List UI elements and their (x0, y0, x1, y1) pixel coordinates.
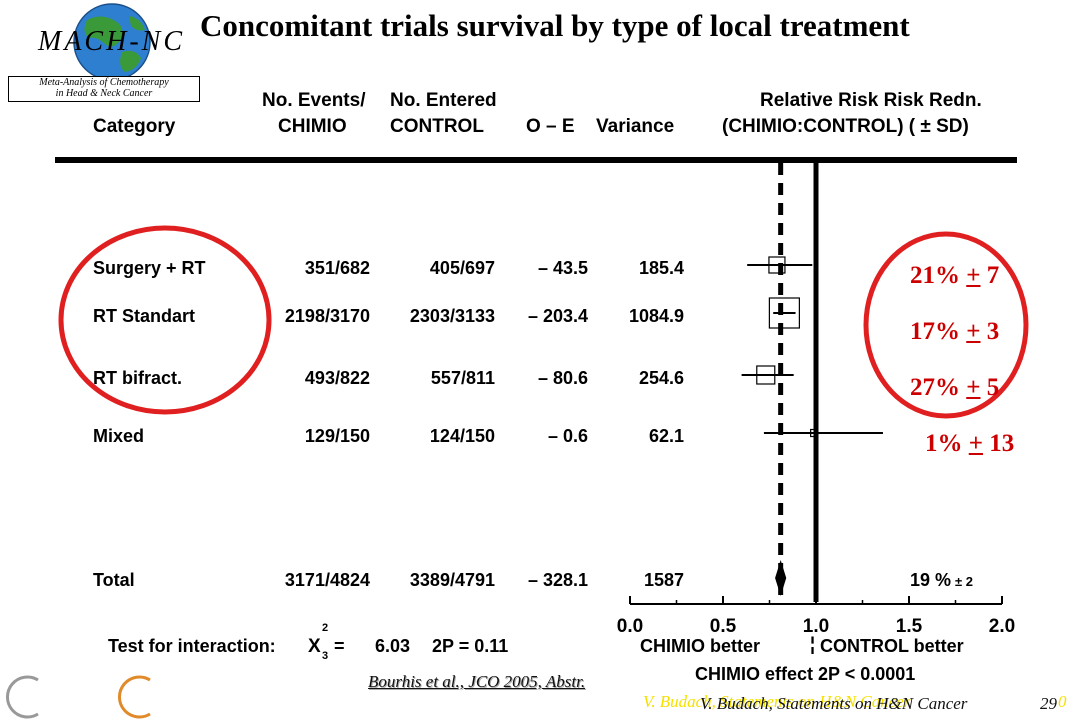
cell-category: RT Standart (93, 306, 196, 326)
highlight-circle-right (863, 231, 1029, 419)
cell-entered: 2303/3133 (409, 306, 495, 326)
interaction-label: Test for interaction: (108, 636, 276, 656)
cell-oe: – 328.1 (527, 570, 588, 590)
total-reduction-sd: ± 2 (955, 574, 974, 589)
cell-variance: 185.4 (638, 258, 684, 278)
header-rr-bottom: (CHIMIO:CONTROL) ( ± SD) (722, 116, 969, 138)
risk-reduction-value: 17% (910, 318, 960, 345)
x-axis-tick-label: 1.0 (803, 616, 829, 637)
header-events-bottom: CHIMIO (278, 116, 347, 137)
axis-effect-label: CHIMIO effect 2P < 0.0001 (695, 664, 916, 684)
cell-oe: – 80.6 (537, 368, 588, 388)
cell-variance: 1587 (643, 570, 684, 590)
header-oe: O – E (526, 116, 575, 137)
x-axis-tick-label: 2.0 (989, 616, 1015, 637)
risk-reduction-sd: 5 (986, 374, 1000, 401)
header-rr-bottom-text: (CHIMIO:CONTROL) ( (722, 116, 916, 137)
header-entered-bottom: CONTROL (390, 116, 484, 137)
decorative-c-gray-icon (6, 675, 39, 719)
risk-reduction-sd: 3 (986, 318, 1000, 345)
header-rr-top: Relative Risk Risk Redn. (760, 90, 982, 111)
cell-category: RT bifract. (93, 368, 183, 388)
hr-box (810, 428, 819, 438)
interaction-value: 6.03 (375, 636, 411, 656)
risk-reduction-value: 1% (925, 430, 963, 457)
x-axis-tick-label: 0.0 (617, 616, 643, 637)
highlight-circle-left (58, 225, 272, 415)
hr-box (768, 256, 786, 274)
header-category: Category (93, 116, 176, 137)
decorative-c-orange-icon (118, 675, 151, 719)
interaction-sup: 2 (322, 622, 329, 634)
total-reduction: 19 % ± 2 (910, 570, 973, 591)
risk-reduction-label: 27% + 5 (910, 374, 999, 402)
cell-entered: 3389/4791 (409, 570, 495, 590)
total-reduction-value: 19 % (910, 570, 952, 590)
logo-caption-box: Meta-Analysis of Chemotherapy in Head & … (8, 76, 200, 102)
cell-oe: – 203.4 (527, 306, 588, 326)
cell-oe: – 0.6 (547, 426, 588, 446)
cell-oe: – 43.5 (537, 258, 588, 278)
cell-category: Mixed (93, 426, 145, 446)
logo-name: MACH-NC (38, 26, 185, 57)
cell-variance: 254.6 (638, 368, 684, 388)
cell-events: 3171/4824 (284, 570, 370, 590)
risk-reduction-label: 21% + 7 (910, 262, 999, 290)
risk-reduction-pm: + (968, 430, 983, 457)
risk-reduction-label: 1% + 13 (925, 430, 1014, 458)
header-divider (55, 157, 1017, 163)
footer-shadow-page: 0 (1058, 692, 1067, 711)
x-axis-tick-label: 0.5 (710, 616, 737, 637)
risk-reduction-sd: 7 (986, 262, 1000, 289)
interaction-eq: = (334, 636, 345, 656)
cell-entered: 124/150 (429, 426, 495, 446)
risk-reduction-pm: + (966, 374, 981, 401)
page-title: Concomitant trials survival by type of l… (200, 8, 910, 43)
axis-label-left: CHIMIO better (640, 636, 761, 656)
cell-variance: 62.1 (648, 426, 684, 446)
axis-label-separator: ¦ (810, 634, 816, 654)
interaction-p: 2P = 0.11 (432, 636, 509, 656)
footer-text: V. Budach, Statements on H&N Cancer (700, 694, 968, 713)
risk-reduction-value: 27% (910, 374, 960, 401)
interaction-sub: 3 (322, 650, 329, 662)
axis-label-right: CONTROL better (820, 636, 964, 656)
cell-events: 2198/3170 (284, 306, 370, 326)
total-diamond (775, 560, 787, 596)
risk-reduction-pm: + (966, 262, 981, 289)
citation: Bourhis et al., JCO 2005, Abstr. (368, 672, 586, 691)
logo-caption-line1: Meta-Analysis of Chemotherapy (39, 77, 169, 88)
footer-page: 29 (1040, 694, 1057, 713)
cell-events: 351/682 (304, 258, 370, 278)
risk-reduction-pm: + (966, 318, 981, 345)
header-events-top: No. Events/ (262, 90, 366, 111)
cell-variance: 1084.9 (628, 306, 684, 326)
header-rr-sd: ± SD) (920, 116, 969, 137)
cell-category: Surgery + RT (93, 258, 206, 278)
logo: MACH-NC Meta-Analysis of Chemotherapy in… (2, 2, 202, 102)
footer-shadow-text: V. Budach, Statements on H&N Cancer (643, 692, 911, 711)
hr-box (756, 365, 776, 385)
globe-icon (73, 3, 151, 81)
x-axis-tick-label: 1.5 (896, 616, 923, 637)
interaction-symbol: X (308, 636, 321, 657)
cell-entered: 557/811 (430, 368, 495, 388)
interaction-stat: 2 X 3 (308, 622, 348, 662)
cell-entered: 405/697 (429, 258, 495, 278)
risk-reduction-label: 17% + 3 (910, 318, 999, 346)
cell-events: 493/822 (304, 368, 370, 388)
header-variance: Variance (596, 116, 675, 137)
risk-reduction-sd: 13 (989, 430, 1015, 457)
risk-reduction-value: 21% (910, 262, 960, 289)
logo-caption-line2: in Head & Neck Cancer (55, 88, 153, 99)
header-entered-top: No. Entered (390, 90, 497, 111)
hr-box (768, 297, 800, 329)
cell-events: 129/150 (304, 426, 370, 446)
cell-category: Total (93, 570, 135, 590)
